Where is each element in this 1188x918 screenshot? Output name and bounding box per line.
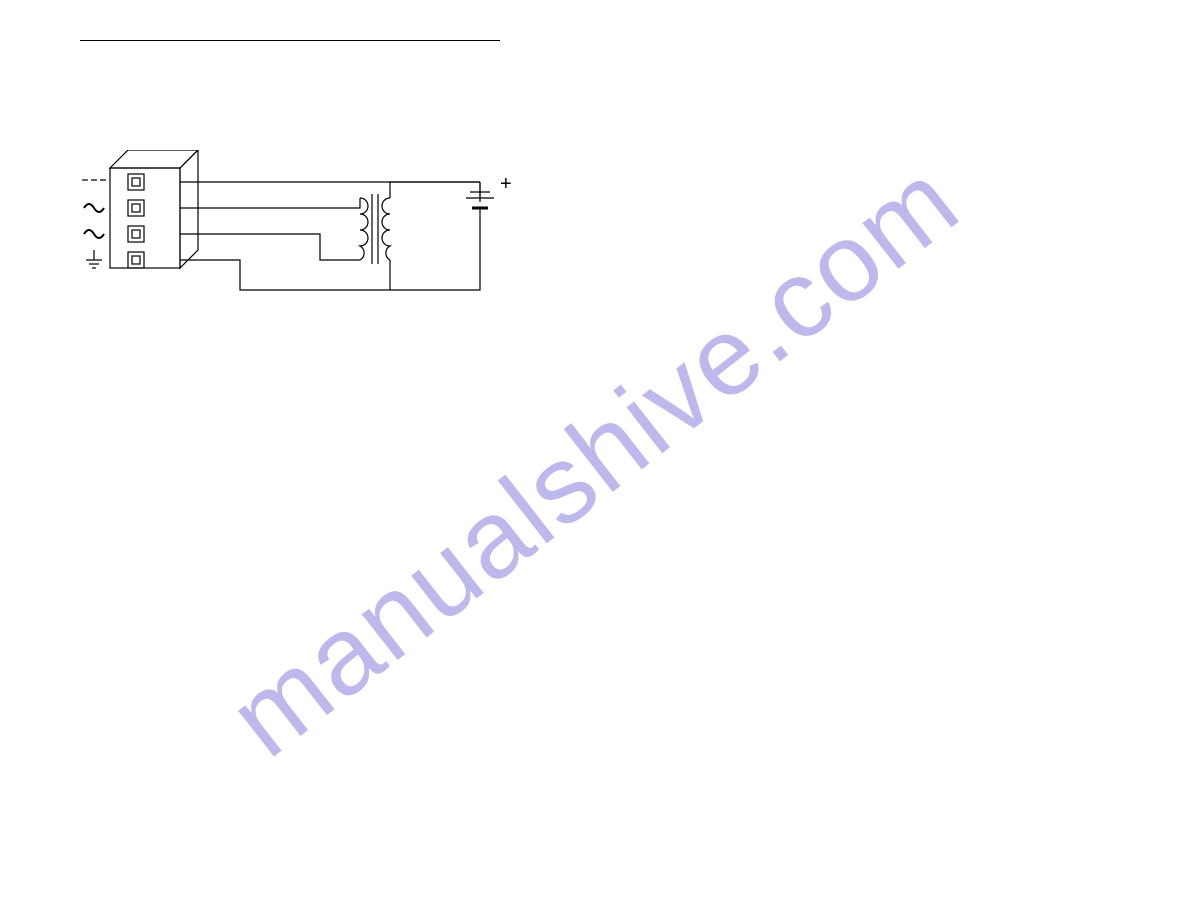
terminal-4: [128, 252, 144, 268]
ground-symbol: [86, 250, 102, 268]
primary-coil: [360, 198, 368, 260]
terminal-2: [128, 200, 144, 216]
connector-top: [110, 150, 198, 168]
ac-symbol-1: [84, 204, 104, 212]
wire-ground-loop: [180, 220, 480, 290]
wire-ac2: [180, 234, 360, 260]
ac-symbol-2: [84, 230, 104, 238]
page: manualshive.com: [0, 0, 1188, 918]
terminal-3: [128, 226, 144, 242]
secondary-coil: [382, 198, 390, 260]
wiring-diagram: +: [80, 150, 520, 325]
connector-front: [110, 168, 180, 268]
plus-label: +: [500, 173, 512, 195]
diagram-svg: +: [80, 150, 520, 320]
connector-side: [180, 150, 198, 268]
header-rule: [80, 40, 500, 41]
wire-sec-top: [390, 182, 480, 198]
wire-ac1: [180, 198, 360, 208]
terminal-1: [128, 174, 144, 190]
